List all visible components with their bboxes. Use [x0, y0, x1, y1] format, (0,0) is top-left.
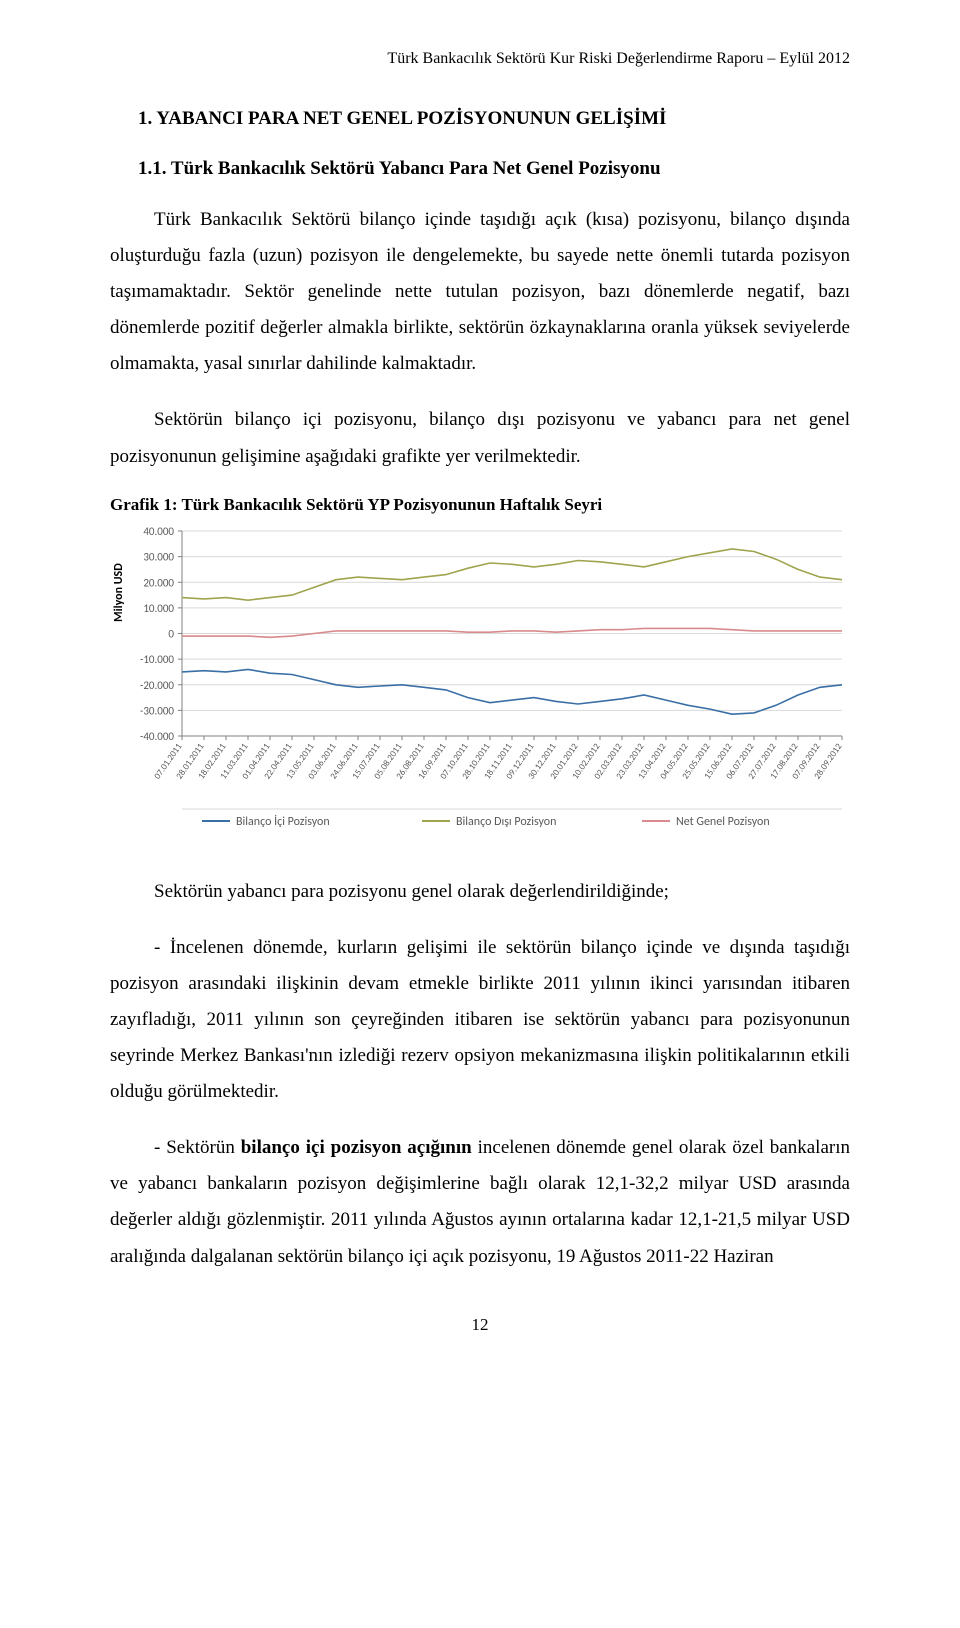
svg-text:40.000: 40.000: [143, 525, 174, 538]
paragraph-2: Sektörün bilanço içi pozisyonu, bilanço …: [110, 402, 850, 474]
p5-prefix: - Sektörün: [154, 1137, 241, 1158]
running-head: Türk Bankacılık Sektörü Kur Riski Değerl…: [110, 50, 850, 68]
heading-1: 1. YABANCI PARA NET GENEL POZİSYONUNUN G…: [138, 108, 850, 130]
page-number: 12: [0, 1315, 960, 1335]
paragraph-1: Türk Bankacılık Sektörü bilanço içinde t…: [110, 202, 850, 382]
paragraph-4: - İncelenen dönemde, kurların gelişimi i…: [110, 930, 850, 1110]
paragraph-5: - Sektörün bilanço içi pozisyon açığının…: [110, 1130, 850, 1274]
svg-text:Bilanço İçi Pozisyon: Bilanço İçi Pozisyon: [236, 814, 330, 829]
chart-title: Grafik 1: Türk Bankacılık Sektörü YP Poz…: [110, 495, 850, 515]
svg-text:20.000: 20.000: [143, 576, 174, 589]
svg-text:-10.000: -10.000: [140, 653, 174, 666]
chart-yp-pozisyon: -40.000 -30.000 -20.000 -10.000 0 10.000 20.00…: [110, 521, 850, 846]
svg-text:10.000: 10.000: [143, 602, 174, 615]
svg-text:-30.000: -30.000: [140, 704, 174, 717]
svg-text:30.000: 30.000: [143, 550, 174, 563]
chart-svg: -40.000 -30.000 -20.000 -10.000 0 10.000 20.00…: [110, 521, 850, 841]
svg-text:Bilanço Dışı Pozisyon: Bilanço Dışı Pozisyon: [456, 815, 556, 829]
svg-text:0: 0: [168, 627, 174, 640]
svg-text:-40.000: -40.000: [140, 730, 174, 743]
svg-text:Milyon USD: Milyon USD: [112, 562, 126, 621]
paragraph-3: Sektörün yabancı para pozisyonu genel ol…: [110, 874, 850, 910]
svg-text:-20.000: -20.000: [140, 678, 174, 691]
p5-bold: bilanço içi pozisyon açığının: [241, 1137, 472, 1158]
heading-2: 1.1. Türk Bankacılık Sektörü Yabancı Par…: [138, 158, 850, 180]
svg-text:Net Genel Pozisyon: Net Genel Pozisyon: [676, 815, 770, 829]
